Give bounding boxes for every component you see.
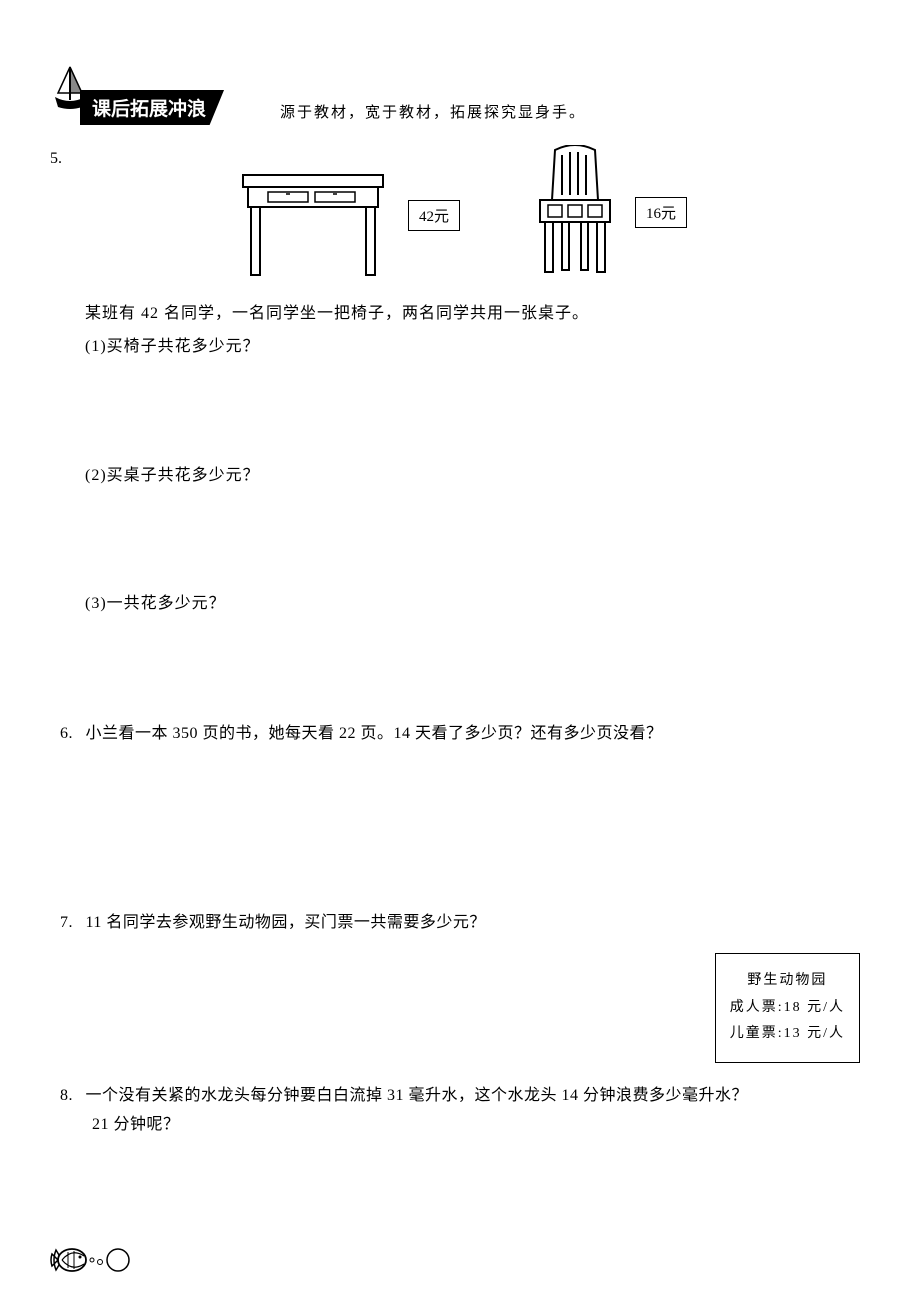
- chair-price: 16元: [635, 197, 687, 228]
- q5-sub1: (1)买椅子共花多少元？: [85, 333, 860, 362]
- q5-number: 5.: [50, 150, 62, 168]
- question-7: 7. 11 名同学去参观野生动物园，买门票一共需要多少元？ 野生动物园 成人票:…: [60, 908, 860, 1082]
- q5-text: 某班有 42 名同学，一名同学坐一把椅子，两名同学共用一张桌子。 (1)买椅子共…: [85, 300, 860, 619]
- q7-text: 11 名同学去参观野生动物园，买门票一共需要多少元？: [86, 914, 486, 931]
- zoo-adult-price: 成人票:18 元/人: [730, 995, 845, 1022]
- banner-title: 课后拓展冲浪: [80, 90, 224, 125]
- zoo-title: 野生动物园: [730, 968, 845, 995]
- banner-flag: 课后拓展冲浪: [50, 80, 260, 120]
- question-5: 42元 16元 某班有 42 名同学，一名同学坐一把椅子，两名同学共用: [60, 145, 860, 619]
- q5-sub3: (3)一共花多少元？: [85, 590, 860, 619]
- q5-scenario: 某班有 42 名同学，一名同学坐一把椅子，两名同学共用一张桌子。: [85, 300, 860, 329]
- chair-group: 16元: [530, 145, 687, 280]
- zoo-price-box: 野生动物园 成人票:18 元/人 儿童票:13 元/人: [715, 953, 860, 1063]
- fish-bubble-icon: [50, 1242, 140, 1277]
- desk-price: 42元: [408, 200, 460, 231]
- q6-text: 小兰看一本 350 页的书，她每天看 22 页。14 天看了多少页？还有多少页没…: [86, 725, 663, 742]
- q7-number: 7.: [60, 914, 73, 931]
- q5-illustrations: 42元 16元: [60, 145, 860, 280]
- q6-number: 6.: [60, 725, 73, 742]
- q8-line2: 21 分钟呢？: [92, 1111, 860, 1140]
- chair-icon: [530, 145, 620, 280]
- question-8: 8. 一个没有关紧的水龙头每分钟要白白流掉 31 毫升水，这个水龙头 14 分钟…: [60, 1082, 860, 1140]
- q8-text: 一个没有关紧的水龙头每分钟要白白流掉 31 毫升水，这个水龙头 14 分钟浪费多…: [86, 1087, 749, 1104]
- q6-spacer: [60, 743, 860, 908]
- zoo-child-price: 儿童票:13 元/人: [730, 1021, 845, 1048]
- question-6: 6. 小兰看一本 350 页的书，她每天看 22 页。14 天看了多少页？还有多…: [60, 719, 860, 908]
- desk-group: 42元: [233, 150, 460, 280]
- desk-icon: [233, 150, 393, 280]
- banner-subtitle: 源于教材，宽于教材，拓展探究显身手。: [280, 101, 586, 122]
- q8-number: 8.: [60, 1087, 73, 1104]
- section-banner: 课后拓展冲浪 源于教材，宽于教材，拓展探究显身手。: [60, 85, 860, 135]
- q5-sub2: (2)买桌子共花多少元？: [85, 462, 860, 491]
